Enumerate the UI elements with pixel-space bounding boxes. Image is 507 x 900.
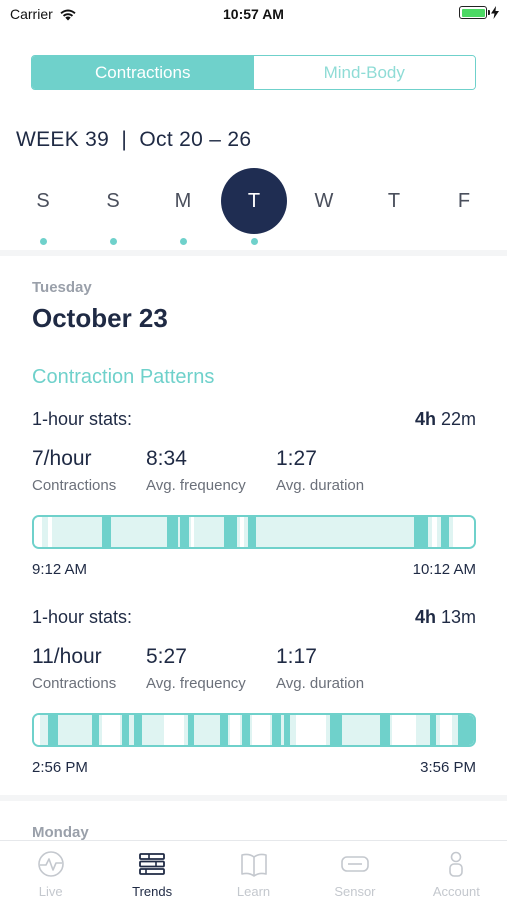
tab-learn[interactable]: Learn [203,841,304,900]
timeline-end-time: 3:56 PM [420,759,476,776]
section-divider [0,795,507,801]
duration-value: 1:17 [276,645,317,668]
contractions-caption: Contractions [32,675,117,692]
timeline-time-range: 9:12 AM 10:12 AM [32,561,476,578]
wifi-icon [60,9,76,20]
view-segmented-control: Contractions Mind-Body [31,55,476,90]
contractions-caption: Contractions [32,477,117,494]
carrier-label: Carrier [10,6,53,22]
section-divider [0,250,507,256]
contraction-timeline [32,713,476,747]
stats-header: 1-hour stats: 4h 13m [32,607,476,628]
stats-card[interactable]: 1-hour stats: 4h 22m 7/hour Contractions… [32,409,476,584]
date-title: October 23 [32,303,168,333]
stats-header-label: 1-hour stats: [32,607,133,627]
day-data-dot [250,238,258,245]
session-duration: 4h 13m [414,607,476,627]
stats-metrics: 11/hour Contractions 5:27 Avg. frequency… [32,645,476,695]
learn-book-icon [240,853,267,877]
metric-contractions: 11/hour Contractions [32,645,116,692]
timeline-start-time: 2:56 PM [32,759,88,776]
frequency-caption: Avg. frequency [146,477,246,494]
stats-header-label: 1-hour stats: [32,409,133,429]
contractions-value: 7/hour [32,447,92,470]
tab-live[interactable]: Live [0,841,101,900]
tab-bar: Live Trends Learn Sensor Account [0,840,507,900]
tab-account[interactable]: Account [406,841,507,900]
day-monday[interactable]: M [174,189,192,212]
trends-bars-icon [139,853,166,875]
tab-live-label: Live [38,884,63,899]
contractions-value: 11/hour [32,645,102,668]
metric-contractions: 7/hour Contractions [32,447,116,494]
contraction-timeline [32,515,476,549]
week-header: WEEK 39 | Oct 20 – 26 [16,128,252,151]
timeline-start-time: 9:12 AM [32,561,88,578]
metric-duration: 1:27 Avg. duration [276,447,364,494]
day-data-dot [109,238,117,245]
metric-duration: 1:17 Avg. duration [276,645,364,692]
day-wednesday[interactable]: W [314,189,334,212]
day-saturday[interactable]: S [106,189,120,212]
tab-sensor[interactable]: Sensor [304,841,405,900]
frequency-value: 5:27 [146,645,187,668]
duration-caption: Avg. duration [276,675,365,692]
day-picker: S S M T W T F [8,168,499,248]
tab-trends[interactable]: Trends [101,841,202,900]
day-data-dot [179,238,187,245]
next-weekday-label: Monday [32,824,89,841]
account-person-icon [449,851,464,877]
weekday-label: Tuesday [32,279,92,296]
tab-sensor-label: Sensor [334,884,376,899]
day-thursday[interactable]: T [387,189,401,212]
live-pulse-icon [37,851,64,877]
battery-fill [461,8,485,17]
day-sunday[interactable]: S [36,189,50,212]
day-tuesday-selected[interactable]: T [221,168,287,234]
timeline-end-time: 10:12 AM [412,561,476,578]
battery-icon [459,6,490,19]
tab-learn-label: Learn [236,884,271,899]
stats-card[interactable]: 1-hour stats: 4h 13m 11/hour Contraction… [32,607,476,782]
day-data-dot [39,238,47,245]
stats-metrics: 7/hour Contractions 8:34 Avg. frequency … [32,447,476,497]
tab-account-label: Account [432,884,480,899]
metric-frequency: 5:27 Avg. frequency [146,645,246,692]
duration-value: 1:27 [276,447,317,470]
status-bar: Carrier 10:57 AM [0,0,507,28]
duration-caption: Avg. duration [276,477,365,494]
tab-trends-label: Trends [132,884,173,899]
segment-contractions[interactable]: Contractions [32,56,254,89]
frequency-value: 8:34 [146,447,187,470]
metric-frequency: 8:34 Avg. frequency [146,447,246,494]
charging-bolt-icon [491,6,499,19]
frequency-caption: Avg. frequency [146,675,246,692]
session-duration: 4h 22m [414,409,476,429]
timeline-time-range: 2:56 PM 3:56 PM [32,759,476,776]
segment-mind-body[interactable]: Mind-Body [253,56,475,89]
status-time: 10:57 AM [223,6,284,22]
status-carrier: Carrier [10,6,77,22]
contraction-patterns-title: Contraction Patterns [32,366,215,388]
day-friday[interactable]: F [457,189,471,212]
stats-header: 1-hour stats: 4h 22m [32,409,476,430]
status-battery [459,6,499,19]
sensor-icon [341,856,369,872]
